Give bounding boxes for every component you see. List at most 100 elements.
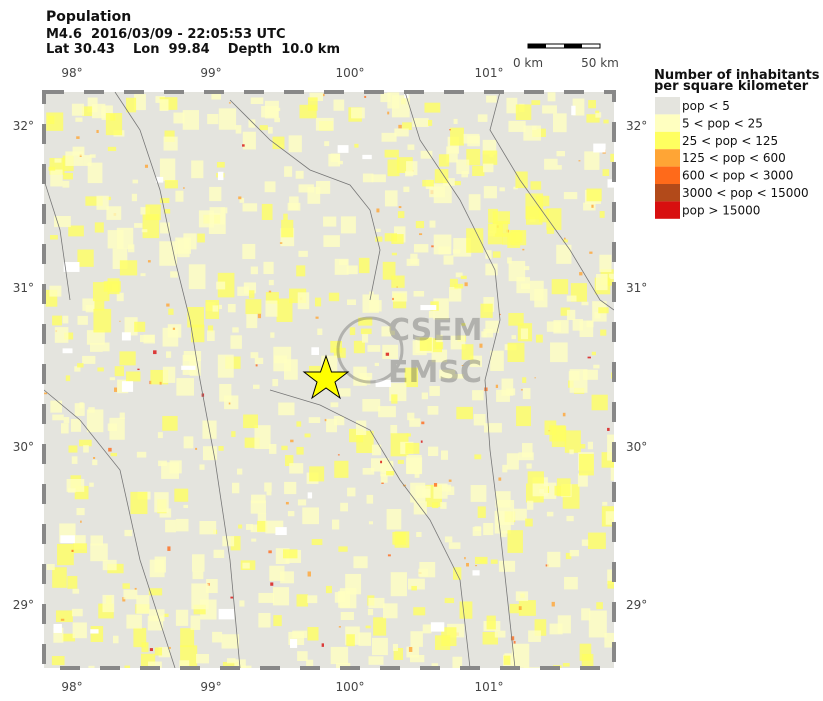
population-cell xyxy=(460,275,467,280)
population-cell xyxy=(250,266,258,275)
population-cell xyxy=(168,308,174,315)
population-cell xyxy=(362,173,374,183)
population-cell xyxy=(90,535,104,546)
population-cell xyxy=(375,236,383,242)
population-cell xyxy=(598,307,609,314)
population-cell xyxy=(433,183,452,204)
population-cell xyxy=(418,568,429,577)
population-cell xyxy=(148,588,163,596)
population-cell xyxy=(518,452,534,461)
population-cell xyxy=(70,418,82,432)
population-cell xyxy=(202,446,218,461)
population-cell xyxy=(482,150,498,165)
population-cell xyxy=(227,303,236,313)
population-cell xyxy=(407,144,415,150)
population-cell xyxy=(353,556,368,569)
watermark-text: CSEM xyxy=(388,313,483,348)
population-cell xyxy=(268,290,272,293)
map-frame xyxy=(42,90,616,670)
no-data-cell xyxy=(90,629,99,634)
population-cell xyxy=(346,634,355,647)
population-cell xyxy=(85,196,103,206)
population-cell xyxy=(141,642,149,653)
population-cell xyxy=(148,661,162,668)
population-cell xyxy=(392,643,399,651)
population-cell xyxy=(46,112,64,131)
population-cell xyxy=(315,180,331,194)
population-cell xyxy=(54,327,69,343)
population-cell xyxy=(553,113,567,133)
lat-label: 32° xyxy=(626,119,647,133)
population-cell xyxy=(396,286,398,288)
population-cell xyxy=(46,563,55,571)
population-cell xyxy=(221,634,240,649)
population-cell xyxy=(67,488,76,493)
population-cell xyxy=(61,633,76,642)
population-cell xyxy=(530,181,542,190)
population-cell xyxy=(159,99,169,112)
population-cell xyxy=(199,464,205,470)
population-cell xyxy=(272,379,279,387)
population-cell xyxy=(50,400,63,413)
population-cell xyxy=(461,365,464,366)
population-cell xyxy=(244,437,260,448)
population-cell xyxy=(551,279,569,295)
population-cell xyxy=(483,328,494,338)
no-data-cell xyxy=(472,570,480,576)
population-cell xyxy=(474,556,488,565)
population-cell xyxy=(296,446,304,455)
population-cell xyxy=(553,320,569,334)
population-cell xyxy=(515,104,532,121)
population-cell xyxy=(384,190,398,207)
population-cell xyxy=(273,346,292,372)
population-cell xyxy=(216,281,226,290)
population-cell xyxy=(492,251,501,258)
population-cell xyxy=(71,456,78,464)
no-data-cell xyxy=(420,305,437,311)
population-cell xyxy=(347,299,357,305)
population-cell xyxy=(539,488,545,494)
population-cell xyxy=(246,313,258,329)
population-cell xyxy=(285,455,294,467)
population-cell xyxy=(126,371,141,382)
no-data-cell xyxy=(121,332,131,341)
population-cell xyxy=(134,587,137,591)
population-cell xyxy=(264,482,272,492)
population-cell xyxy=(347,487,356,497)
population-cell xyxy=(90,626,104,642)
population-cell xyxy=(466,149,481,166)
population-cell xyxy=(163,136,178,151)
no-data-cell xyxy=(593,143,606,153)
population-cell xyxy=(546,227,555,234)
population-cell xyxy=(285,501,289,505)
population-cell xyxy=(275,107,281,111)
population-cell xyxy=(44,392,48,395)
population-cell xyxy=(406,258,420,266)
population-cell xyxy=(182,110,199,130)
population-cell xyxy=(591,394,608,411)
population-cell xyxy=(235,125,242,134)
population-cell xyxy=(506,453,519,470)
population-cell xyxy=(165,519,177,533)
population-cell xyxy=(474,454,482,460)
population-cell xyxy=(566,295,577,302)
population-cell xyxy=(419,337,432,351)
population-cell xyxy=(526,500,534,510)
population-cell xyxy=(398,206,402,209)
population-cell xyxy=(242,203,258,212)
population-cell xyxy=(546,511,554,517)
population-cell xyxy=(63,417,70,424)
population-cell xyxy=(287,511,295,517)
population-cell xyxy=(248,119,256,128)
population-cell xyxy=(258,613,271,628)
population-cell xyxy=(391,394,398,404)
population-cell xyxy=(64,332,74,340)
population-cell xyxy=(170,271,178,278)
population-cell xyxy=(62,315,69,324)
population-cell xyxy=(591,351,597,356)
population-cell xyxy=(549,623,563,635)
population-cell xyxy=(228,402,231,405)
population-cell xyxy=(531,100,541,105)
population-cell xyxy=(259,125,268,131)
population-cell xyxy=(569,449,574,455)
